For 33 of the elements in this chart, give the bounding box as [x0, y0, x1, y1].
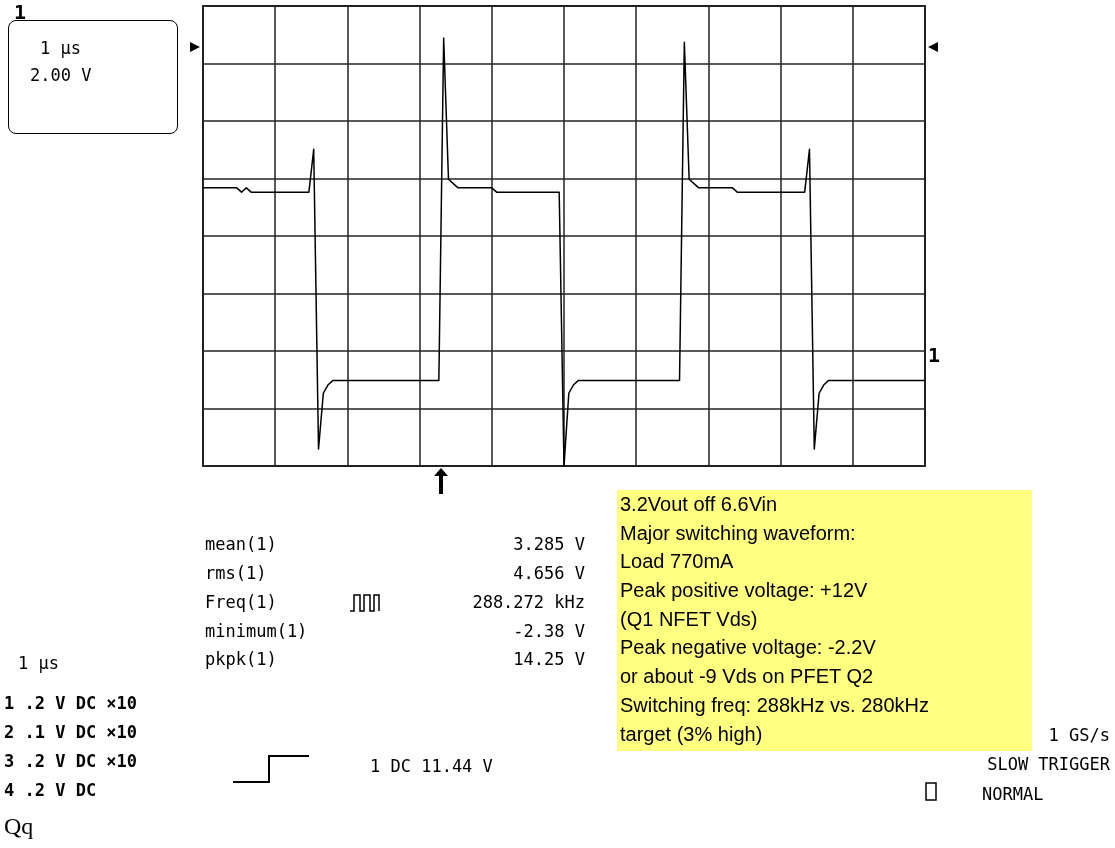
text: 2 .1 V DC ×10: [4, 722, 138, 743]
text: 4.656 V: [513, 563, 586, 584]
text: 1 GS/s: [1048, 725, 1111, 746]
text: Freq(1): [205, 592, 277, 613]
text: rms(1): [205, 563, 267, 584]
text: Switching freq: 288kHz vs. 280kHz: [620, 694, 930, 716]
text: minimum(1): [205, 621, 308, 642]
text: 3.2Vout off 6.6Vin: [620, 493, 778, 515]
text: -2.38 V: [513, 621, 586, 642]
text: NORMAL: [982, 784, 1044, 805]
text: Qq: [4, 812, 34, 839]
text: 14.25 V: [513, 649, 586, 670]
text: 3 .2 V DC ×10: [4, 751, 138, 772]
text: pkpk(1): [205, 649, 277, 670]
text: 1 μs: [18, 653, 59, 674]
text: (Q1 NFET Vds): [620, 608, 758, 630]
text: 288.272 kHz: [472, 592, 586, 613]
text: 1 .2 V DC ×10: [4, 693, 138, 714]
text: mean(1): [205, 534, 277, 555]
text: 2.00 V: [30, 65, 92, 86]
text: Major switching waveform:: [620, 522, 856, 544]
text: 3.285 V: [513, 534, 586, 555]
text: SLOW TRIGGER: [987, 754, 1111, 775]
text: Peak negative voltage: -2.2V: [620, 636, 877, 658]
text: Load 770mA: [620, 550, 735, 572]
text: target (3% high): [620, 723, 763, 745]
text: 1 μs: [40, 38, 81, 59]
text: Peak positive voltage: +12V: [620, 579, 869, 601]
text: or about -9 Vds on PFET Q2: [620, 665, 874, 687]
text: 1 DC 11.44 V: [370, 756, 493, 777]
text: 1: [14, 0, 27, 24]
text: 4 .2 V DC: [4, 780, 97, 801]
text: 1: [928, 343, 941, 367]
